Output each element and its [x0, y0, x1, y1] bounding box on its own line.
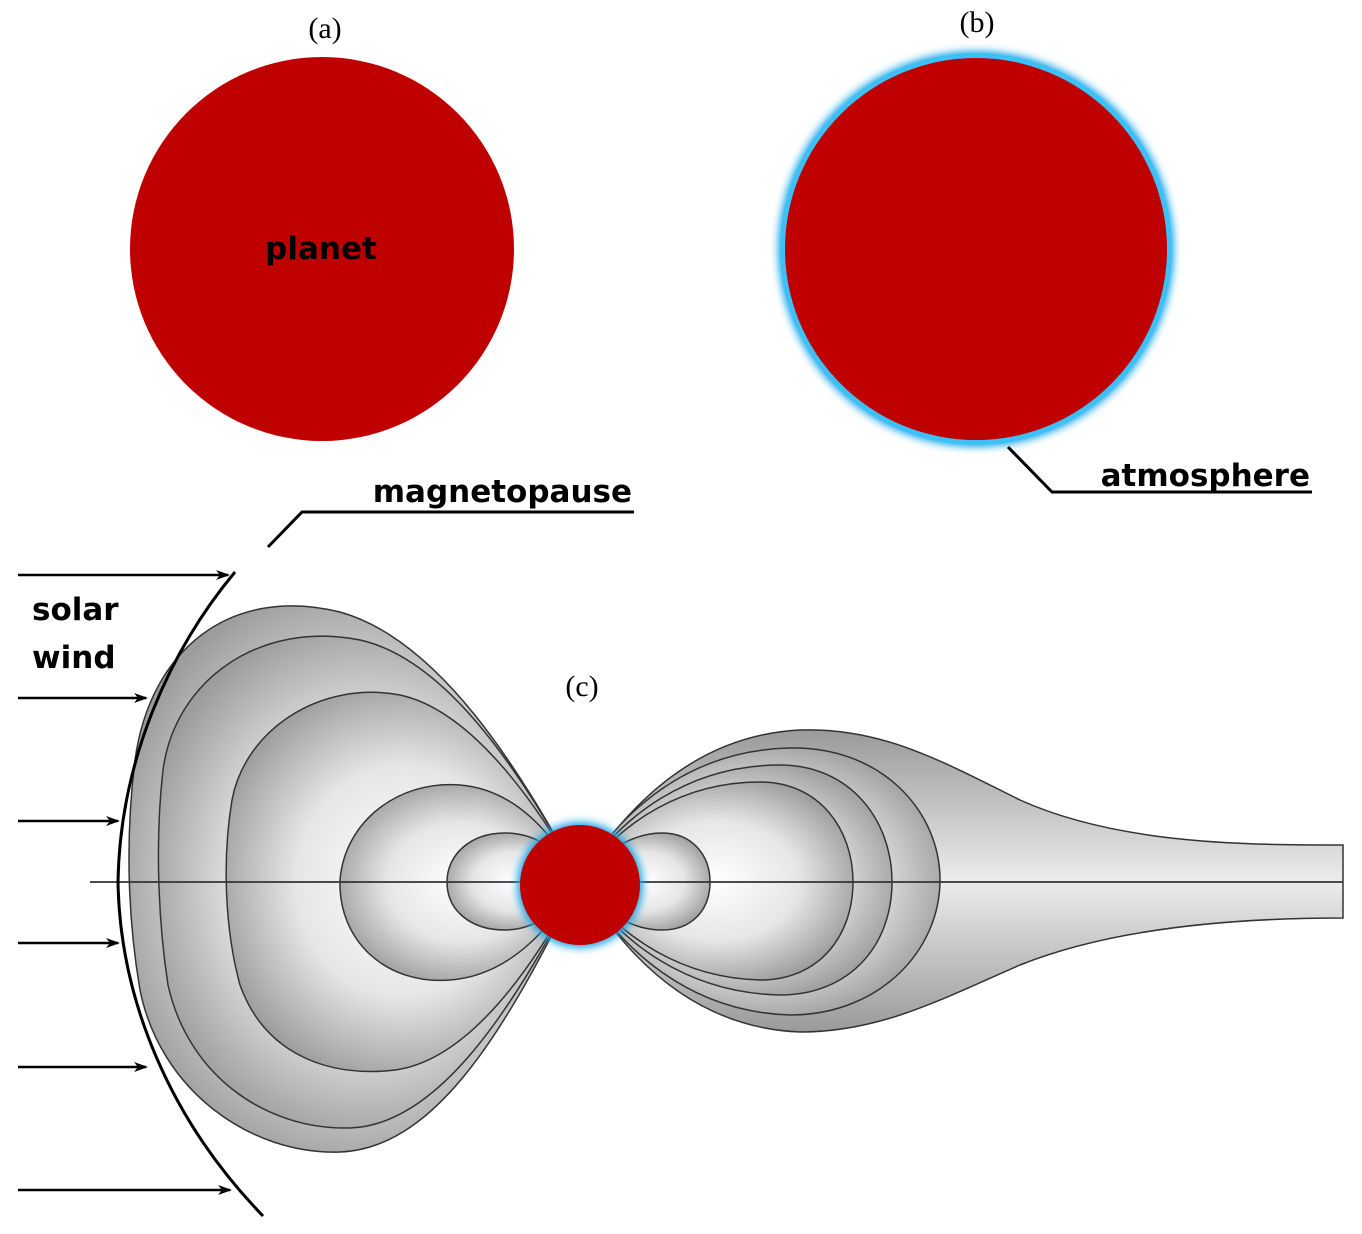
panel-a: (a) planet [130, 12, 514, 441]
solar-wind-arrows [18, 570, 232, 1195]
panel-b: (b) atmosphere [778, 6, 1312, 494]
atmosphere-leader-line [1006, 445, 1312, 494]
planet-a [130, 57, 514, 441]
panel-a-label: (a) [308, 12, 341, 45]
atmosphere-label: atmosphere [1101, 458, 1310, 494]
panel-c: magnetopause solar wind (c) [18, 474, 1344, 1218]
magnetopause-label: magnetopause [373, 474, 632, 510]
panel-b-label: (b) [960, 6, 995, 39]
magnetopause-leader-line [266, 510, 634, 549]
planet-c [520, 825, 640, 945]
solar-wind-label-line1: solar [32, 592, 119, 628]
planet-b [785, 58, 1167, 440]
magnetopause-arc [116, 571, 265, 1218]
solar-wind-label-line2: wind [32, 640, 116, 676]
planet-label: planet [265, 231, 377, 267]
panel-c-label: (c) [565, 670, 598, 703]
